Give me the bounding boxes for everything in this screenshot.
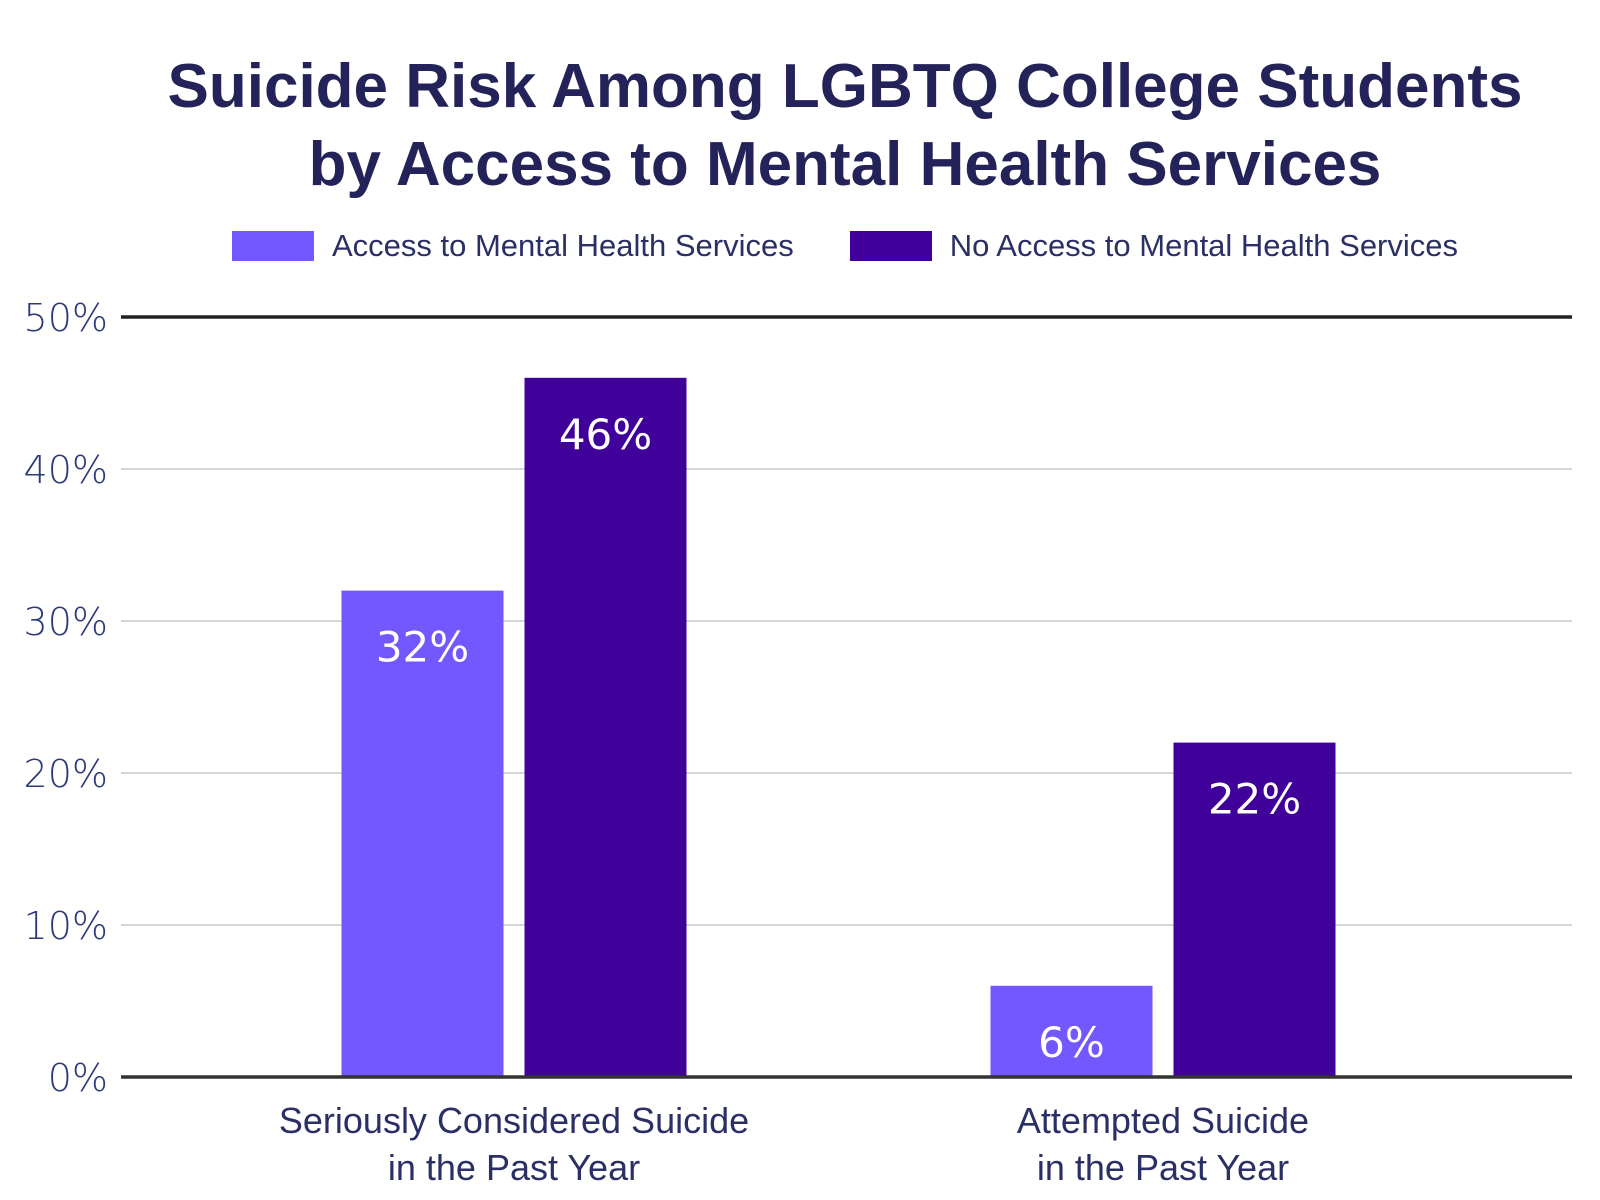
bar-value-label: 32% [376, 623, 469, 672]
chart-title: Suicide Risk Among LGBTQ College Student… [0, 48, 1600, 204]
x-category-label: Attempted Suicide [1017, 1100, 1309, 1141]
x-category-label: in the Past Year [388, 1147, 640, 1188]
legend-item-access: Access to Mental Health Services [231, 228, 794, 264]
y-tick-label: 10% [24, 904, 108, 948]
x-category-label: in the Past Year [1037, 1147, 1289, 1188]
title-line-2: by Access to Mental Health Services [308, 130, 1382, 199]
bar [990, 985, 1153, 1077]
bar-value-label: 6% [1038, 1018, 1105, 1067]
y-tick-label: 0% [48, 1056, 108, 1100]
legend-swatch [231, 231, 314, 261]
y-tick-label: 20% [24, 752, 108, 796]
y-tick-label: 30% [24, 600, 108, 644]
legend: Access to Mental Health Services No Acce… [0, 228, 1600, 264]
legend-label: Access to Mental Health Services [331, 228, 794, 263]
bar [524, 377, 687, 1077]
legend-swatch [849, 231, 932, 261]
bar-value-label: 22% [1208, 775, 1301, 824]
bar-value-label: 46% [559, 410, 652, 459]
bar [1173, 742, 1336, 1077]
y-tick-label: 50% [24, 296, 108, 340]
bar [341, 590, 504, 1077]
legend-item-no-access: No Access to Mental Health Services [849, 228, 1459, 264]
legend-label: No Access to Mental Health Services [949, 228, 1459, 263]
x-category-label: Seriously Considered Suicide [279, 1100, 749, 1141]
y-tick-label: 40% [24, 448, 108, 492]
title-line-1: Suicide Risk Among LGBTQ College Student… [167, 52, 1523, 121]
